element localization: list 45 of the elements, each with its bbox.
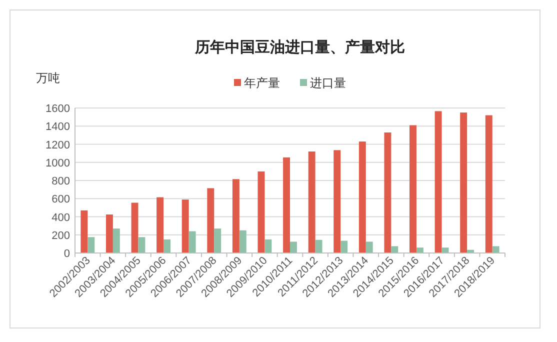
- bar: [308, 152, 316, 253]
- bar: [112, 228, 120, 253]
- y-tick-label: 1000: [46, 157, 70, 170]
- legend-label: 进口量: [310, 76, 346, 90]
- bar: [290, 242, 297, 253]
- bar: [258, 171, 265, 253]
- bar: [232, 179, 240, 253]
- y-tick-label: 1600: [46, 103, 70, 115]
- y-axis-title: 万吨: [36, 71, 60, 85]
- bar: [106, 214, 113, 253]
- bar: [358, 142, 366, 253]
- bar: [214, 228, 222, 253]
- bar: [156, 197, 164, 253]
- y-tick-label: 800: [52, 176, 70, 188]
- y-tick-label: 1200: [46, 139, 70, 152]
- bar: [391, 246, 398, 253]
- y-tick-label: 600: [52, 194, 70, 206]
- bar: [492, 246, 500, 253]
- bar: [138, 237, 146, 253]
- bar: [188, 231, 196, 253]
- bar: [131, 202, 138, 253]
- bar: [384, 132, 392, 253]
- bar: [460, 112, 468, 253]
- y-tick-label: 0: [64, 248, 70, 260]
- bar: [80, 210, 88, 253]
- y-tick-label: 200: [52, 230, 70, 242]
- legend-label: 年产量: [244, 76, 280, 90]
- bar: [182, 200, 189, 253]
- bar: [239, 230, 246, 253]
- bar: [416, 248, 424, 253]
- y-tick-label: 400: [52, 212, 70, 224]
- chart-title: 历年中国豆油进口量、产量对比: [194, 39, 405, 56]
- bar: [366, 242, 373, 253]
- bar: [264, 239, 272, 253]
- bar: [88, 237, 95, 253]
- bar: [485, 115, 492, 253]
- bar: [340, 240, 348, 253]
- bar: [410, 125, 416, 253]
- bar: [334, 150, 341, 253]
- bar: [283, 157, 290, 253]
- bar: [315, 240, 322, 253]
- y-tick-label: 1400: [46, 121, 70, 134]
- bar: [164, 239, 170, 253]
- bar: [207, 188, 214, 253]
- bar: [434, 111, 442, 253]
